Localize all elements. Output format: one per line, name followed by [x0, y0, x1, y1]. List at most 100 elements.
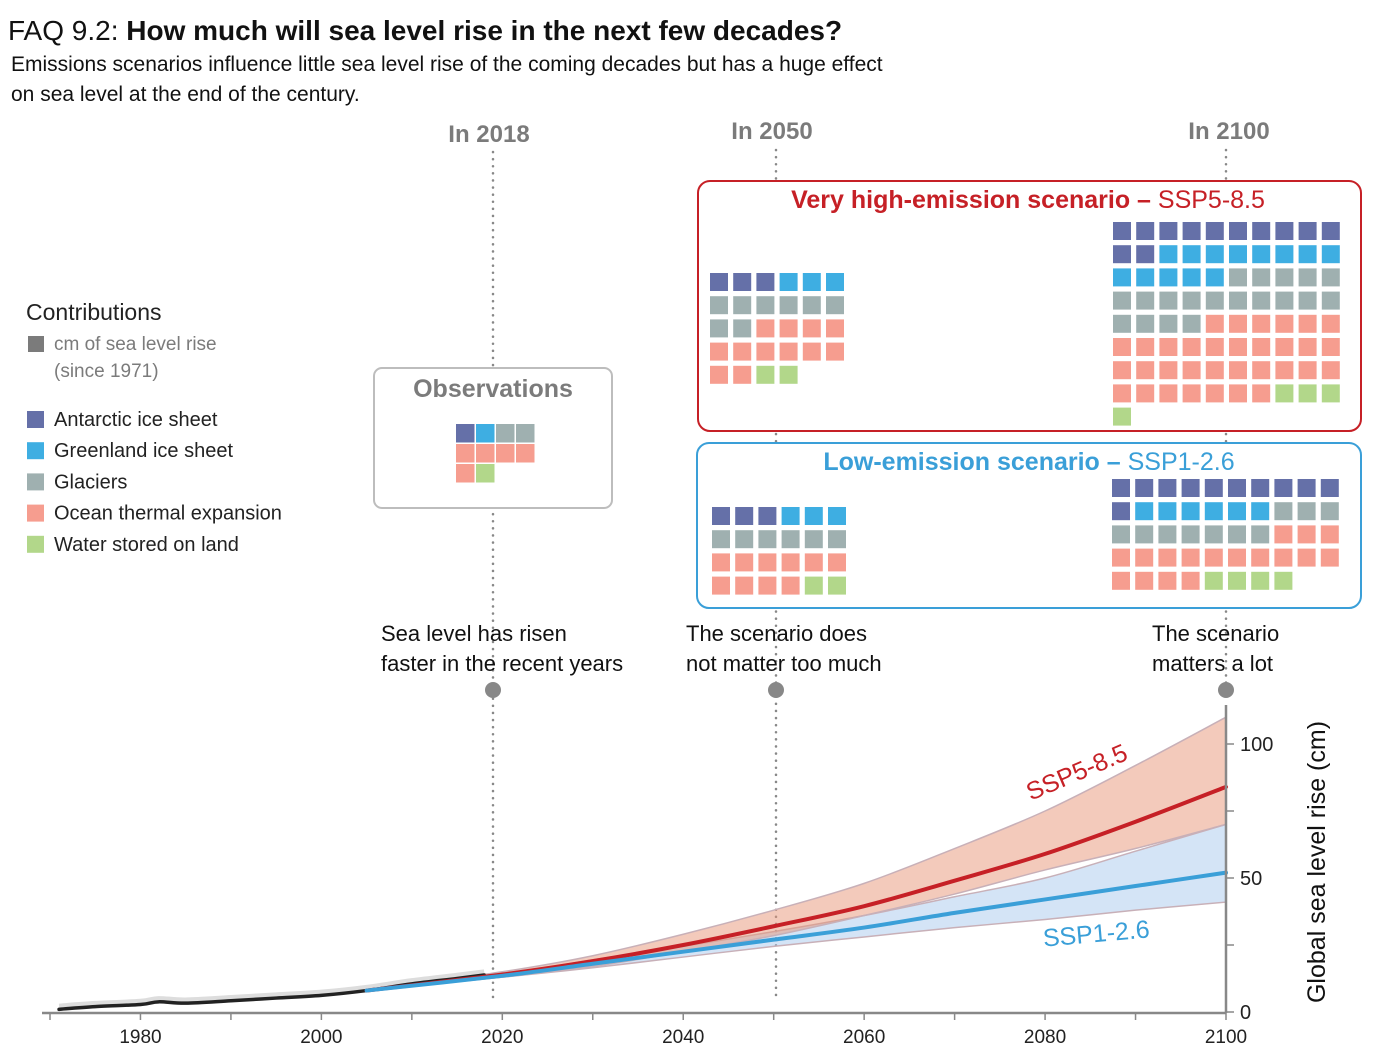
waffle-square-antarctic: [1113, 222, 1131, 240]
annotation-2100-line-1: The scenario: [1152, 621, 1279, 646]
waffle-square-glaciers: [1135, 525, 1154, 544]
waffle-square-greenland: [1205, 268, 1224, 287]
waffle-square-ocean: [758, 553, 777, 572]
waffle-square-glaciers: [516, 424, 535, 443]
waffle-square-antarctic: [1229, 222, 1247, 240]
waffle-square-ocean: [1275, 338, 1294, 356]
legend-swatch-ocean: [27, 504, 44, 522]
annotation-2050-line-2: not matter too much: [686, 651, 882, 676]
waffle-square-ocean: [1112, 548, 1130, 567]
waffle-square-ocean: [1275, 314, 1294, 333]
waffle-square-antarctic: [1275, 222, 1294, 240]
subtitle-line-2: on sea level at the end of the century.: [11, 83, 360, 106]
waffle-square-antarctic: [733, 273, 752, 291]
waffle-square-ocean: [1135, 548, 1154, 567]
waffle-square-ocean: [1182, 361, 1201, 380]
waffle-square-ocean: [1274, 525, 1293, 544]
waffle-square-ocean: [1320, 525, 1339, 544]
waffle-square-ocean: [802, 342, 821, 361]
waffle-square-ocean: [1204, 548, 1223, 567]
legend: Contributions cm of sea level rise (sinc…: [26, 299, 282, 556]
waffle-square-land: [804, 576, 823, 595]
title-main: How much will sea level rise in the next…: [126, 15, 842, 46]
waffle-square-antarctic: [1136, 245, 1155, 264]
waffle-square-greenland: [1252, 245, 1271, 264]
waffle-square-antarctic: [1181, 479, 1200, 497]
marker-2050: In 2050: [731, 118, 812, 145]
waffle-square-antarctic: [712, 507, 730, 525]
waffle-square-land: [756, 365, 775, 384]
waffle-square-greenland: [476, 424, 495, 443]
legend-unit-line-2: (since 1971): [54, 361, 159, 382]
waffle-square-land: [476, 464, 495, 483]
waffle-square-antarctic: [1321, 222, 1340, 240]
high-emission-panel: Very high-emission scenario – SSP5-8.5: [697, 180, 1362, 432]
waffle-square-ocean: [1159, 338, 1178, 356]
waffle-square-glaciers: [781, 530, 800, 549]
waffle-square-land: [779, 365, 798, 384]
waffle-square-ocean: [1321, 361, 1340, 380]
waffle-square-greenland: [828, 507, 846, 525]
waffle-square-ocean: [1274, 548, 1293, 567]
waffle-square-ocean: [712, 553, 730, 572]
y-tick-label: 100: [1240, 734, 1273, 756]
waffle-square-glaciers: [1321, 268, 1340, 287]
waffle-square-ocean: [1298, 361, 1317, 380]
waffle-square-glaciers: [712, 530, 730, 549]
waffle-square-glaciers: [1252, 268, 1271, 287]
waffle-square-ocean: [1136, 361, 1155, 380]
waffle-square-antarctic: [1274, 479, 1293, 497]
legend-swatch-glaciers: [27, 473, 44, 491]
waffle-square-glaciers: [710, 296, 728, 315]
waffle-square-ocean: [756, 319, 775, 338]
legend-swatch-land: [27, 535, 44, 553]
waffle-square-land: [1251, 571, 1270, 590]
waffle-square-greenland: [781, 507, 800, 525]
waffle-square-ocean: [1229, 314, 1247, 333]
marker-dot-2100: [1218, 682, 1234, 698]
waffle-square-antarctic: [1298, 222, 1317, 240]
waffle-square-ocean: [1181, 571, 1200, 590]
low-emission-code: SSP1-2.6: [1128, 448, 1235, 476]
annotation-2050-line-1: The scenario does: [686, 621, 867, 646]
waffle-square-antarctic: [456, 424, 475, 443]
waffle-square-ocean: [712, 576, 730, 595]
waffle-square-antarctic: [1158, 479, 1177, 497]
waffle-square-ocean: [1205, 384, 1224, 403]
waffle-square-land: [1204, 571, 1223, 590]
waffle-square-antarctic: [1159, 222, 1178, 240]
waffle-square-antarctic: [710, 273, 728, 291]
waffle-square-greenland: [1159, 245, 1178, 264]
waffle-square-ocean: [456, 444, 475, 463]
waffle-square-ocean: [804, 553, 823, 572]
waffle-square-glaciers: [779, 296, 798, 315]
waffle-square-glaciers: [1274, 502, 1293, 521]
waffle-square-ocean: [1297, 548, 1316, 567]
waffle-square-ocean: [1228, 548, 1246, 567]
waffle-square-ocean: [735, 576, 754, 595]
legend-label-ocean: Ocean thermal expansion: [54, 503, 282, 525]
observations-title: Observations: [413, 375, 573, 403]
waffle-square-ocean: [1320, 548, 1339, 567]
high-emission-label: Very high-emission scenario –: [791, 186, 1158, 214]
waffle-square-ocean: [1252, 384, 1271, 403]
legend-title: Contributions: [26, 299, 162, 325]
waffle-square-glaciers: [1275, 291, 1294, 310]
legend-swatch-antarctic: [27, 411, 44, 428]
waffle-square-glaciers: [1297, 502, 1316, 521]
waffle-square-glaciers: [1113, 291, 1131, 310]
waffle-square-glaciers: [826, 296, 844, 315]
waffle-square-glaciers: [1320, 502, 1339, 521]
waffle-square-glaciers: [804, 530, 823, 549]
waffle-square-ocean: [456, 464, 475, 483]
x-tick-label: 2080: [1024, 1027, 1066, 1048]
waffle-square-glaciers: [1158, 525, 1177, 544]
waffle-square-antarctic: [1228, 479, 1246, 497]
waffle-square-land: [1113, 407, 1131, 426]
annotation-2018-line-2: faster in the recent years: [381, 651, 623, 676]
waffle-square-greenland: [1182, 268, 1201, 287]
waffle-square-ocean: [781, 576, 800, 595]
waffle-square-land: [828, 576, 846, 595]
waffle-square-land: [1321, 384, 1340, 403]
